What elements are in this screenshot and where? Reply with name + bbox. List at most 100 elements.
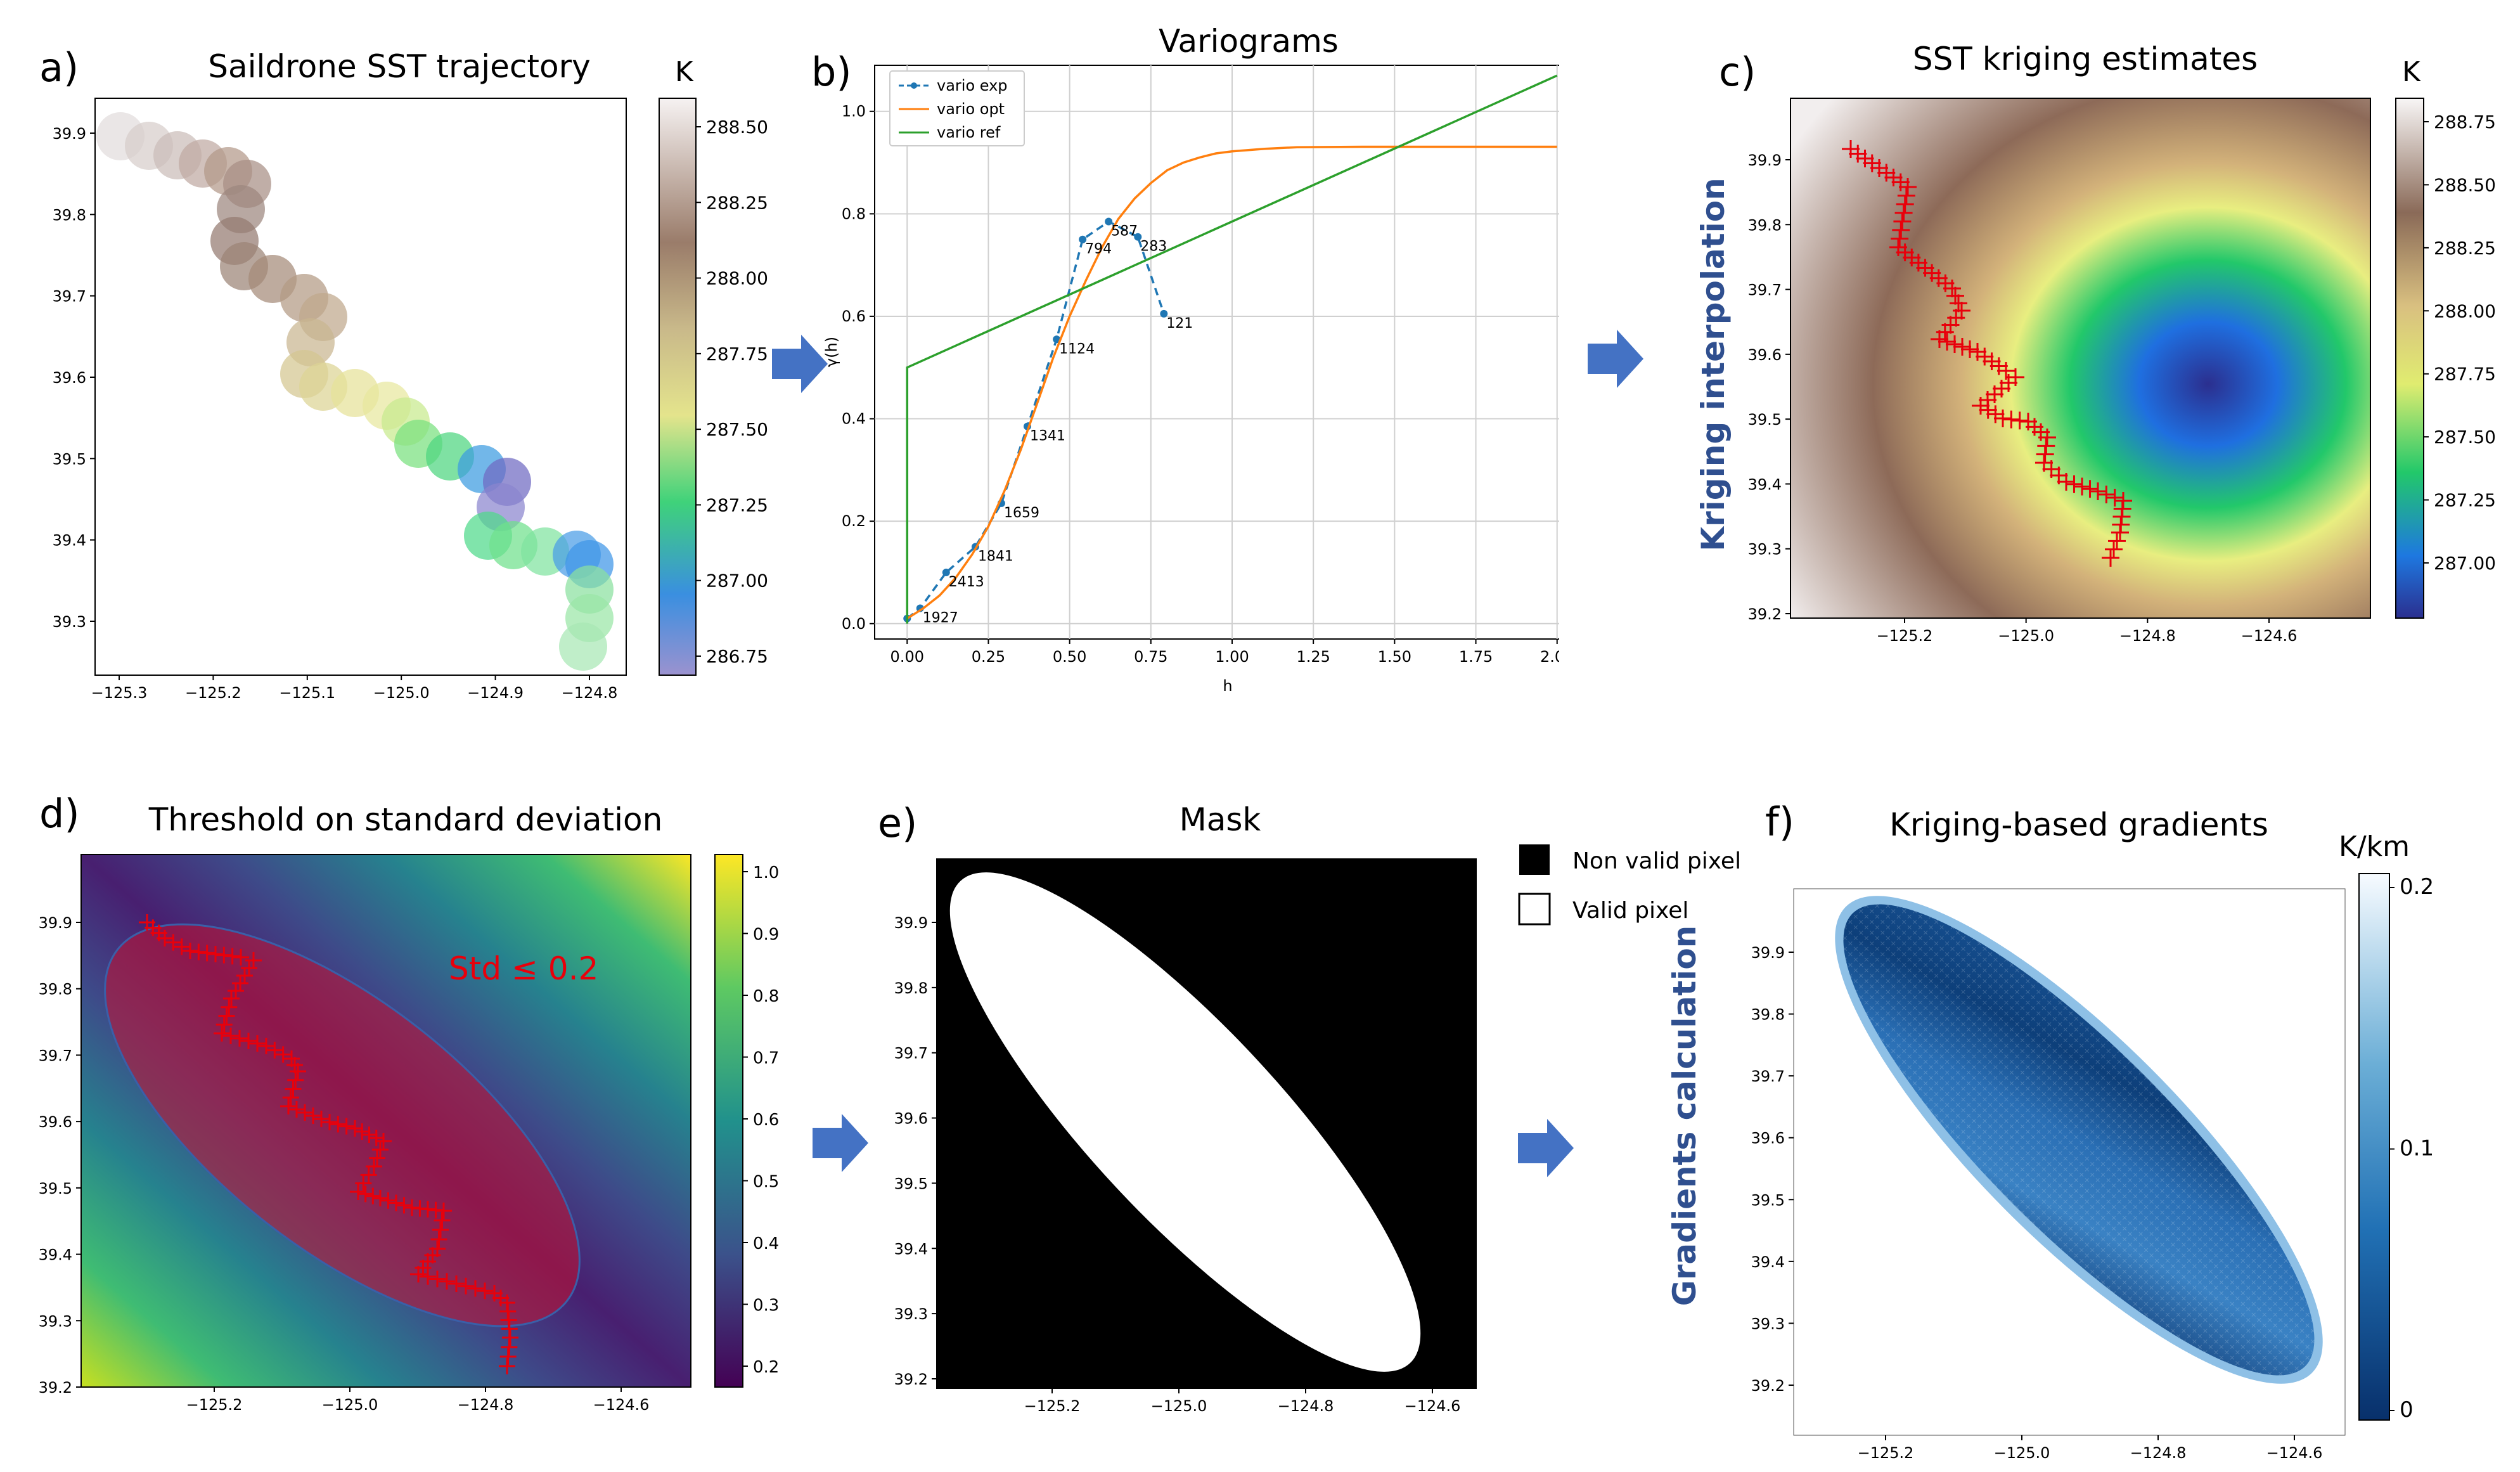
- colorbar-tick-label: 287.75: [2434, 364, 2496, 385]
- series-line-2: [906, 74, 1558, 624]
- x-tick-label: −125.0: [322, 1396, 378, 1414]
- trajectory-cross: [1891, 173, 1910, 191]
- trajectory-cross: [355, 1175, 372, 1192]
- trajectory-cross: [1972, 397, 1990, 415]
- trajectory-cross: [368, 1130, 385, 1146]
- data-point: [1160, 309, 1168, 318]
- colorbar-tick-label: 288.75: [2434, 112, 2496, 132]
- x-axis-ticks: −125.2 −125.0 −124.8 −124.6: [1858, 1435, 2322, 1462]
- colorbar-tick-label: 287.00: [706, 571, 768, 591]
- colorbar-tick-label: 0.3: [753, 1296, 779, 1315]
- y-tick-label: 0.0: [842, 615, 866, 633]
- panel-a: a) Saildrone SST trajectory −125.3 −125.2…: [39, 44, 768, 702]
- trajectory-cross: [477, 1282, 493, 1300]
- chart-title: Mask: [1180, 801, 1261, 838]
- heatmap: [1790, 98, 2370, 618]
- x-tick-label: 0.25: [972, 648, 1005, 666]
- trajectory-cross: [266, 1042, 283, 1059]
- trajectory-cross: [231, 1030, 248, 1047]
- point-label: 1124: [1059, 341, 1095, 357]
- y-axis-ticks: 39.9 39.8 39.7 39.6 39.5 39.4 39.3: [53, 125, 95, 631]
- y-tick-label: 39.5: [1748, 411, 1782, 429]
- x-axis-label: h: [1223, 677, 1232, 695]
- trajectory-cross: [165, 934, 182, 951]
- colorbar-tick-label: 0.8: [753, 987, 779, 1006]
- chart-title: Saildrone SST trajectory: [208, 48, 591, 85]
- trajectory-cross: [1950, 294, 1967, 313]
- trajectory-cross: [2108, 532, 2126, 550]
- trajectory-cross: [448, 1275, 465, 1292]
- gradient-texture: [1843, 904, 2315, 1376]
- trajectory-cross: [2105, 540, 2123, 558]
- trajectory-cross: [215, 1016, 233, 1033]
- trajectory-cross: [1946, 287, 1964, 305]
- y-tick-label: 39.9: [1748, 152, 1782, 169]
- x-tick-label: −124.8: [2130, 1444, 2187, 1462]
- colorbar-tick-label: 0.2: [753, 1358, 779, 1377]
- trajectory-cross: [222, 1028, 239, 1044]
- y-tick-label: 39.8: [1751, 1006, 1785, 1024]
- y-tick-label: 39.9: [894, 914, 928, 932]
- trajectory-crosses: [139, 914, 518, 1374]
- trajectory-cross: [1943, 280, 1961, 297]
- trajectory-cross: [338, 1118, 355, 1135]
- colorbar-tick-label: 0.5: [753, 1173, 779, 1192]
- point-label: 121: [1166, 316, 1193, 332]
- trajectory-cross: [2097, 486, 2116, 503]
- trajectory-cross: [361, 1127, 378, 1143]
- trajectory-cross: [502, 1329, 518, 1346]
- trajectory-cross: [1953, 338, 1971, 356]
- trajectory-cross: [223, 990, 240, 1007]
- trajectory-cross: [218, 1007, 235, 1024]
- colorbar-tick-label: 287.00: [2434, 553, 2496, 574]
- colorbar-tick-label: 0.1: [2400, 1136, 2434, 1161]
- y-tick-label: 39.2: [1748, 605, 1782, 623]
- colorbar-ticks: 288.50 288.25 288.00 287.75 287.50 287.25 287.…: [696, 117, 768, 667]
- colorbar-tick-label: 1.0: [753, 863, 779, 882]
- y-tick-label: 39.2: [1751, 1377, 1785, 1395]
- y-tick-label: 39.4: [53, 532, 86, 550]
- data-point: [942, 568, 950, 576]
- y-tick-label: 39.7: [39, 1047, 72, 1064]
- trajectory-cross: [1946, 335, 1964, 353]
- trajectory-cross: [215, 946, 233, 964]
- colorbar-tick-label: 0.2: [2400, 874, 2434, 900]
- arrow-icon: [813, 1114, 868, 1172]
- trajectory-cross: [375, 1133, 392, 1149]
- colorbar-tick-label: 0.7: [753, 1049, 779, 1068]
- trajectory-cross: [380, 1192, 397, 1209]
- trajectory-cross: [1990, 357, 2008, 375]
- trajectory-cross: [372, 1190, 389, 1206]
- std-annotation: Std ≤ 0.2: [449, 950, 598, 987]
- trajectory-cross: [410, 1266, 427, 1282]
- panel-label: e): [878, 800, 917, 846]
- trajectory-cross: [2065, 475, 2083, 493]
- trajectory-cross: [173, 938, 190, 955]
- trajectory-cross: [1969, 343, 1986, 361]
- legend-item-ref: vario ref: [937, 124, 1001, 141]
- x-tick-label: −125.0: [1994, 1444, 2050, 1462]
- chart-title: Kriging-based gradients: [1889, 806, 2268, 843]
- trajectory-cross: [2038, 429, 2056, 446]
- chart-title: SST kriging estimates: [1913, 41, 2258, 77]
- x-tick-label: 1.25: [1296, 648, 1330, 666]
- y-tick-label: 39.5: [1751, 1191, 1785, 1209]
- trajectory-cross: [2111, 524, 2129, 541]
- trajectory-cross: [236, 967, 253, 984]
- trajectory-cross: [282, 1089, 299, 1106]
- trajectory-cross: [285, 1080, 302, 1097]
- x-tick-label: −125.2: [1024, 1397, 1081, 1415]
- trajectory-cross: [228, 983, 244, 999]
- trajectory-cross: [280, 1098, 297, 1114]
- arrow-icon: [1518, 1119, 1574, 1177]
- x-tick-label: −124.8: [562, 684, 618, 702]
- colorbar-tick-label: 288.25: [706, 192, 768, 213]
- y-tick-label: 0.6: [842, 307, 866, 325]
- y-tick-label: 39.7: [1748, 281, 1782, 299]
- panel-label: d): [39, 791, 80, 837]
- arrow-icon: [772, 335, 828, 393]
- trajectory-cross: [233, 949, 249, 965]
- legend-item-non-valid: Non valid pixel: [1572, 848, 1741, 874]
- colorbar: [2395, 98, 2424, 619]
- y-tick-label: 39.2: [894, 1371, 928, 1388]
